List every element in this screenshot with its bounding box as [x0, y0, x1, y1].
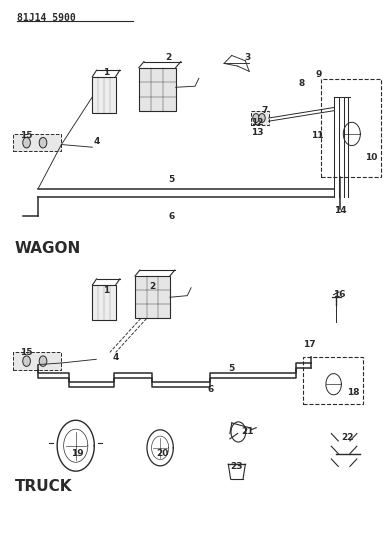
Circle shape	[23, 356, 30, 366]
Text: 1: 1	[103, 68, 109, 77]
Bar	[92, 77, 115, 113]
Text: TRUCK: TRUCK	[15, 479, 73, 494]
Circle shape	[39, 356, 47, 366]
Text: 22: 22	[342, 433, 354, 442]
Text: 13: 13	[252, 128, 264, 137]
Text: 12: 12	[252, 118, 264, 127]
Text: 21: 21	[241, 427, 254, 437]
Text: 5: 5	[229, 364, 235, 373]
Text: 6: 6	[168, 212, 175, 221]
Circle shape	[23, 138, 30, 148]
Bar	[92, 285, 115, 319]
Bar	[139, 68, 176, 111]
Circle shape	[259, 114, 265, 123]
Text: 5: 5	[168, 174, 175, 183]
Text: 2: 2	[149, 282, 156, 291]
Text: 8: 8	[298, 79, 305, 88]
Text: 81J14 5900: 81J14 5900	[17, 13, 76, 23]
Text: 9: 9	[316, 70, 322, 79]
Circle shape	[39, 138, 47, 148]
Text: 10: 10	[365, 154, 378, 163]
Text: 7: 7	[262, 106, 268, 115]
Text: 18: 18	[347, 388, 360, 397]
Bar	[13, 134, 61, 151]
Text: 3: 3	[244, 53, 250, 62]
Text: WAGON: WAGON	[15, 241, 81, 256]
Text: 1: 1	[103, 286, 109, 295]
Text: 4: 4	[93, 138, 99, 147]
Text: 15: 15	[20, 348, 33, 357]
Text: 2: 2	[165, 53, 171, 62]
Text: 11: 11	[311, 131, 323, 140]
Bar	[321, 79, 381, 177]
Text: 23: 23	[230, 463, 243, 471]
Text: 14: 14	[334, 206, 347, 215]
Text: 17: 17	[303, 341, 316, 350]
Text: 6: 6	[207, 385, 214, 394]
Bar	[135, 276, 170, 318]
Bar	[303, 357, 363, 405]
Bar	[251, 111, 269, 125]
Text: 15: 15	[20, 131, 33, 140]
Text: 20: 20	[156, 449, 168, 458]
Bar	[13, 352, 61, 370]
Circle shape	[253, 114, 259, 123]
Text: 4: 4	[112, 353, 119, 362]
Text: 19: 19	[71, 449, 83, 458]
Text: 16: 16	[333, 289, 345, 298]
